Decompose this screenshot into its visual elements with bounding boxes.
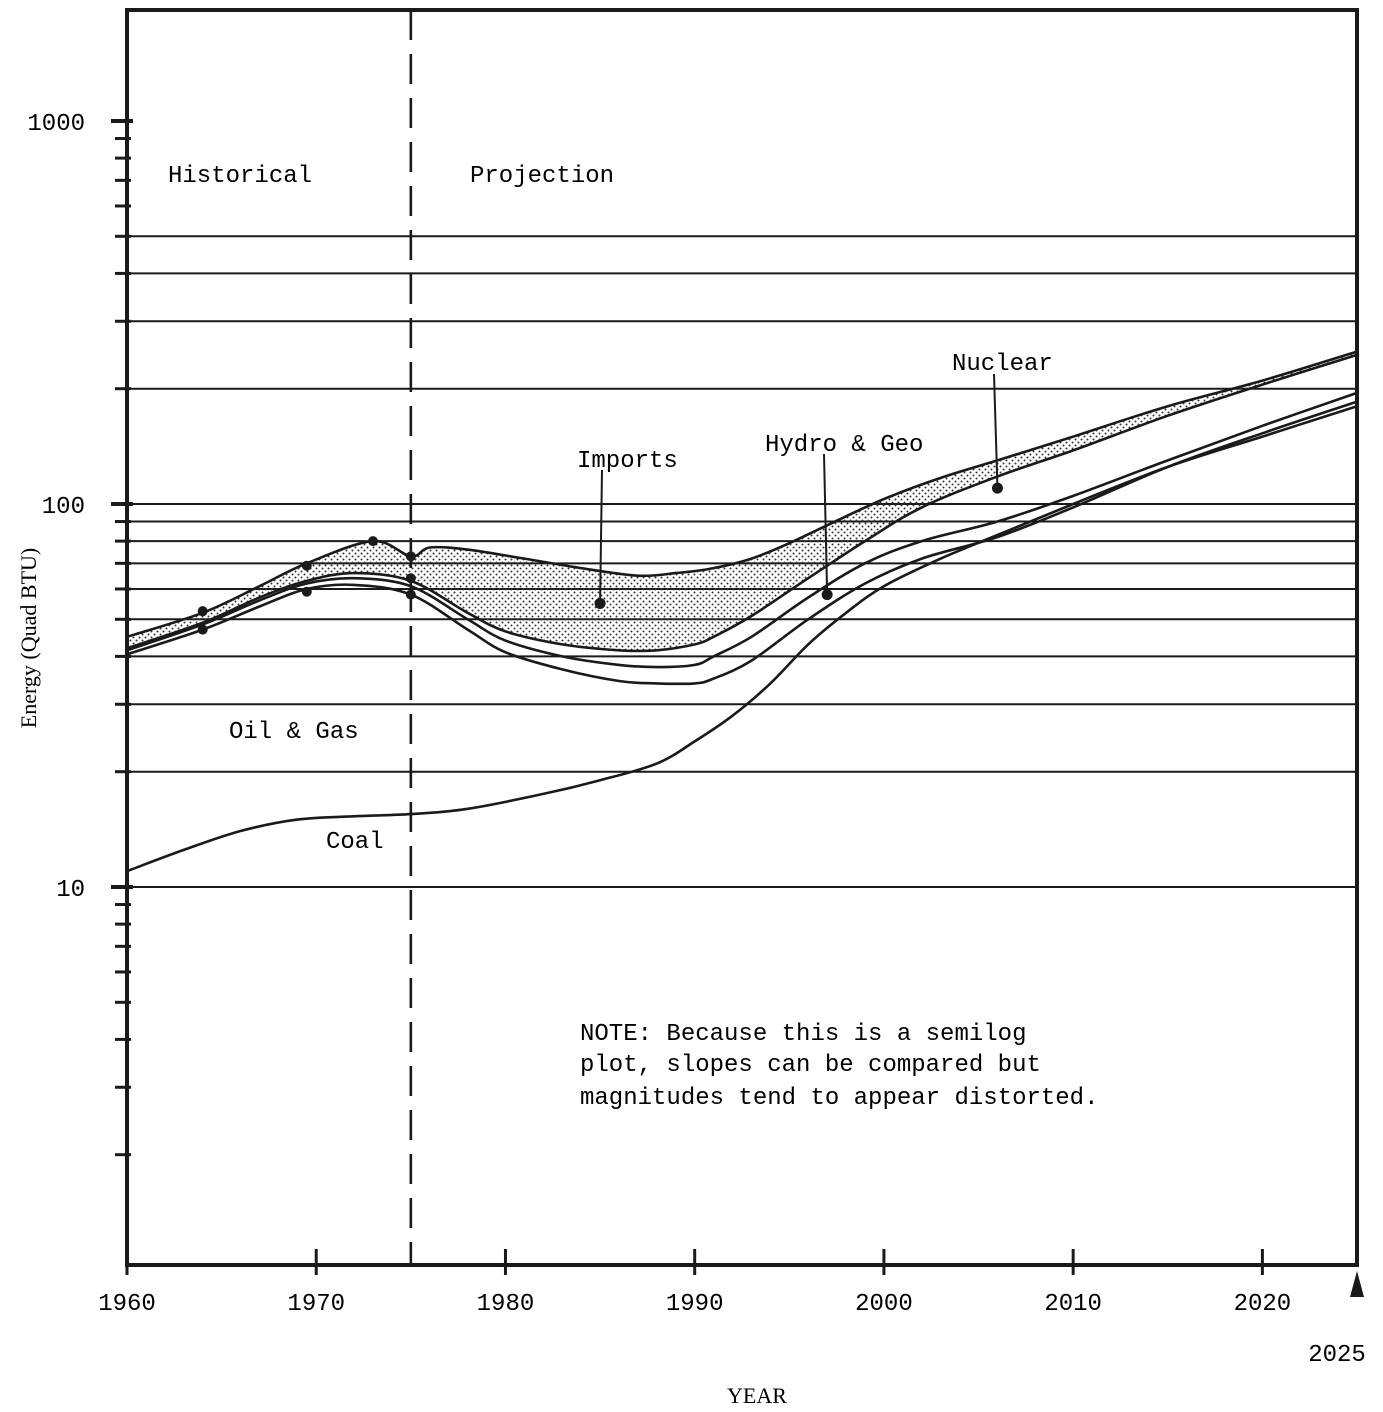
x-tick-label: 2010 [1044,1291,1102,1318]
plot-frame [125,8,1359,1267]
nuclear-leader-dot [991,482,1003,494]
oil-gas-annotation: Oil & Gas [229,719,359,746]
imports-annotation: Imports [577,448,678,475]
hydro-geo-leader-dot [821,589,833,601]
historical-label: Historical [168,163,312,190]
y-axis-label: Energy (Quad BTU) [16,548,41,728]
data-point [301,586,312,597]
hydro-geo-leader [823,453,829,595]
x-tick-label: 1970 [287,1291,345,1318]
nuclear-annotation: Nuclear [952,351,1053,378]
imports-band-layer [127,351,1357,652]
frame-layer [125,8,1359,1267]
series-line-coal [126,404,1358,873]
x-tick-label: 2000 [855,1291,913,1318]
note-line-3: magnitudes tend to appear distorted. [580,1085,1098,1112]
projection-label: Projection [470,163,614,190]
data-point [197,606,208,617]
x-tick-label: 1990 [666,1291,724,1318]
x-tick-label: 1960 [98,1291,156,1318]
data-point [197,624,208,635]
series-line-hydro-geo [126,391,1358,669]
series-line-nuclear [126,353,1358,653]
x-end-label: 2025 [1308,1342,1366,1369]
y-tick-label: 1000 [27,111,85,138]
axis-ticks: 10 100 1000 1960 1970 1980 1990 2000 2010 2020 202… [27,111,1365,1369]
imports-leader [599,469,603,604]
annotation-leaders [594,373,1003,609]
series-line-imports [126,350,1358,639]
note-line-1: NOTE: Because this is a semilog [580,1021,1026,1048]
coal-annotation: Coal [326,829,384,856]
historical-points [197,536,416,635]
data-point [405,573,416,584]
imports-band [127,351,1357,652]
hydro-geo-annotation: Hydro & Geo [765,432,923,459]
data-point [301,560,312,571]
x-end-arrow [1350,1271,1364,1297]
nuclear-leader [993,373,999,489]
imports-leader-dot [594,597,606,609]
note-line-2: plot, slopes can be compared but [580,1052,1041,1079]
y-tick-label: 100 [42,494,85,521]
x-tick-label: 1980 [477,1291,535,1318]
x-tick-label: 2020 [1234,1291,1292,1318]
series-lines [126,350,1358,873]
series-line-oil-gas [126,400,1358,686]
data-point [368,536,378,547]
x-axis-label: YEAR [727,1383,787,1408]
y-tick-label: 10 [56,877,85,904]
